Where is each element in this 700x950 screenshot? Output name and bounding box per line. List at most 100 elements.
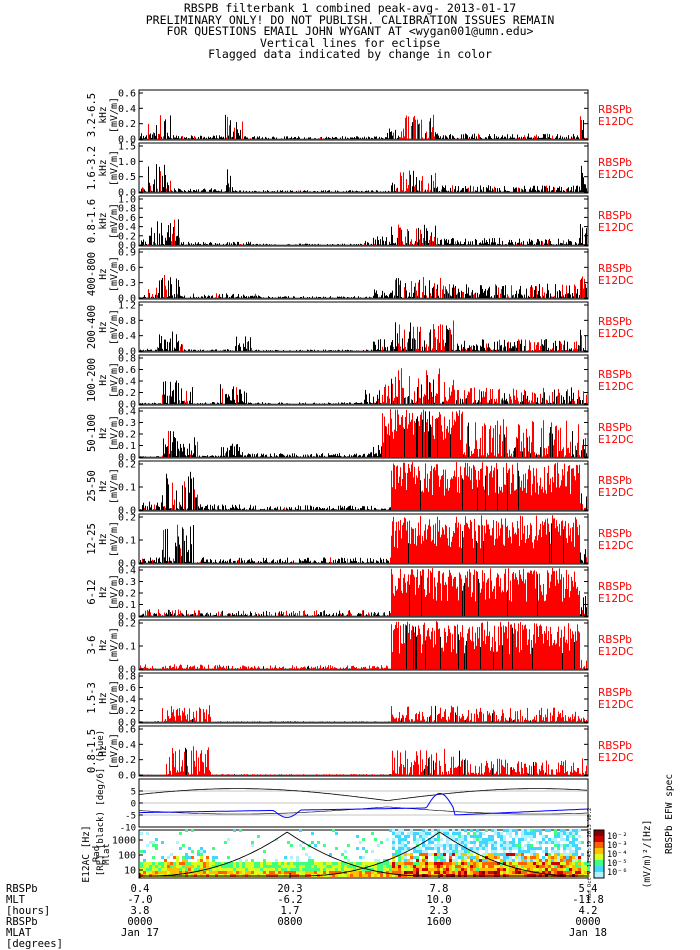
data-bar — [480, 185, 481, 192]
data-bar — [466, 640, 467, 669]
data-bar — [373, 341, 374, 351]
data-bar — [521, 539, 522, 563]
data-bar — [418, 625, 419, 669]
data-bar — [444, 534, 445, 563]
data-bar — [170, 223, 171, 245]
y-tick-label: 0.1 — [118, 600, 136, 611]
data-bar — [539, 625, 540, 669]
data-bar — [518, 761, 519, 775]
data-bar — [498, 626, 499, 669]
data-bar — [452, 586, 453, 616]
data-bar — [536, 515, 537, 563]
spectrogram-cell — [161, 841, 164, 844]
data-bar — [281, 190, 282, 192]
spectrogram-cell — [197, 862, 200, 865]
data-bar — [170, 381, 171, 404]
data-bar — [512, 242, 513, 245]
data-bar — [358, 668, 359, 669]
ylabel: [mV/m] — [109, 627, 120, 663]
data-bar — [511, 137, 512, 139]
data-bar — [573, 392, 574, 404]
data-bar — [176, 546, 177, 563]
data-bar — [492, 350, 493, 351]
data-bar — [263, 190, 264, 192]
data-bar — [584, 508, 585, 510]
data-bar — [229, 774, 230, 775]
data-bar — [238, 721, 239, 722]
data-bar — [220, 455, 221, 457]
data-bar — [539, 769, 540, 775]
data-bar — [339, 296, 340, 298]
data-bar — [507, 342, 508, 351]
data-bar — [265, 454, 266, 457]
data-bar — [353, 774, 354, 775]
data-bar — [191, 349, 192, 351]
data-bar — [573, 468, 574, 510]
data-bar — [162, 708, 163, 722]
data-bar — [342, 402, 343, 404]
data-bar — [255, 190, 256, 192]
data-bar — [169, 191, 170, 192]
data-bar — [583, 667, 584, 669]
data-bar — [533, 634, 534, 669]
data-bar — [434, 543, 435, 563]
data-bar — [585, 771, 586, 775]
data-bar — [438, 571, 439, 616]
data-bar — [556, 570, 557, 616]
spectrogram-cell — [155, 862, 158, 865]
data-bar — [246, 295, 247, 298]
data-bar — [467, 293, 468, 298]
data-bar — [330, 296, 331, 298]
legend-rbspb: RBSPb — [598, 104, 632, 116]
data-bar — [504, 573, 505, 616]
data-bar — [288, 244, 289, 245]
spectrogram-cell — [182, 856, 185, 859]
data-bar — [565, 350, 566, 351]
data-bar — [322, 403, 323, 404]
data-bar — [458, 345, 459, 351]
data-bar — [478, 772, 479, 775]
data-bar — [487, 347, 488, 351]
data-bar — [522, 138, 523, 139]
band-label: 3-6 — [86, 636, 98, 655]
y-axis-label: 0.8-1.6 kHz [mV/m] — [86, 199, 120, 243]
data-bar — [237, 508, 238, 510]
data-bar — [367, 721, 368, 722]
data-bar — [512, 346, 513, 351]
data-bar — [161, 336, 162, 351]
data-bar — [494, 773, 495, 775]
data-bar — [446, 584, 447, 616]
data-bar — [390, 774, 391, 775]
data-bar — [399, 424, 400, 457]
spectrogram-cell — [194, 874, 197, 877]
data-bar — [159, 403, 160, 404]
data-bar — [346, 615, 347, 616]
data-bar — [430, 526, 431, 563]
data-bar — [516, 290, 517, 298]
y-tick-label: 0.0 — [118, 400, 136, 411]
data-bar — [449, 387, 450, 404]
data-bar — [167, 478, 168, 510]
data-bar — [566, 349, 567, 351]
data-bar — [489, 631, 490, 669]
data-bar — [300, 667, 301, 669]
data-bar — [202, 613, 203, 616]
data-bar — [516, 347, 517, 351]
data-bar — [210, 136, 211, 139]
data-bar — [470, 295, 471, 298]
data-bar — [432, 396, 433, 404]
data-bar — [252, 721, 253, 722]
data-bar — [393, 716, 394, 722]
data-bar — [481, 189, 482, 192]
data-bar — [290, 508, 291, 510]
data-bar — [551, 720, 552, 722]
data-bar — [455, 767, 456, 775]
data-bar — [309, 243, 310, 245]
data-bar — [536, 134, 537, 139]
data-bar — [336, 509, 337, 510]
data-bar — [351, 666, 352, 669]
data-bar — [374, 341, 375, 351]
data-bar — [167, 710, 168, 722]
data-bar — [558, 238, 559, 245]
